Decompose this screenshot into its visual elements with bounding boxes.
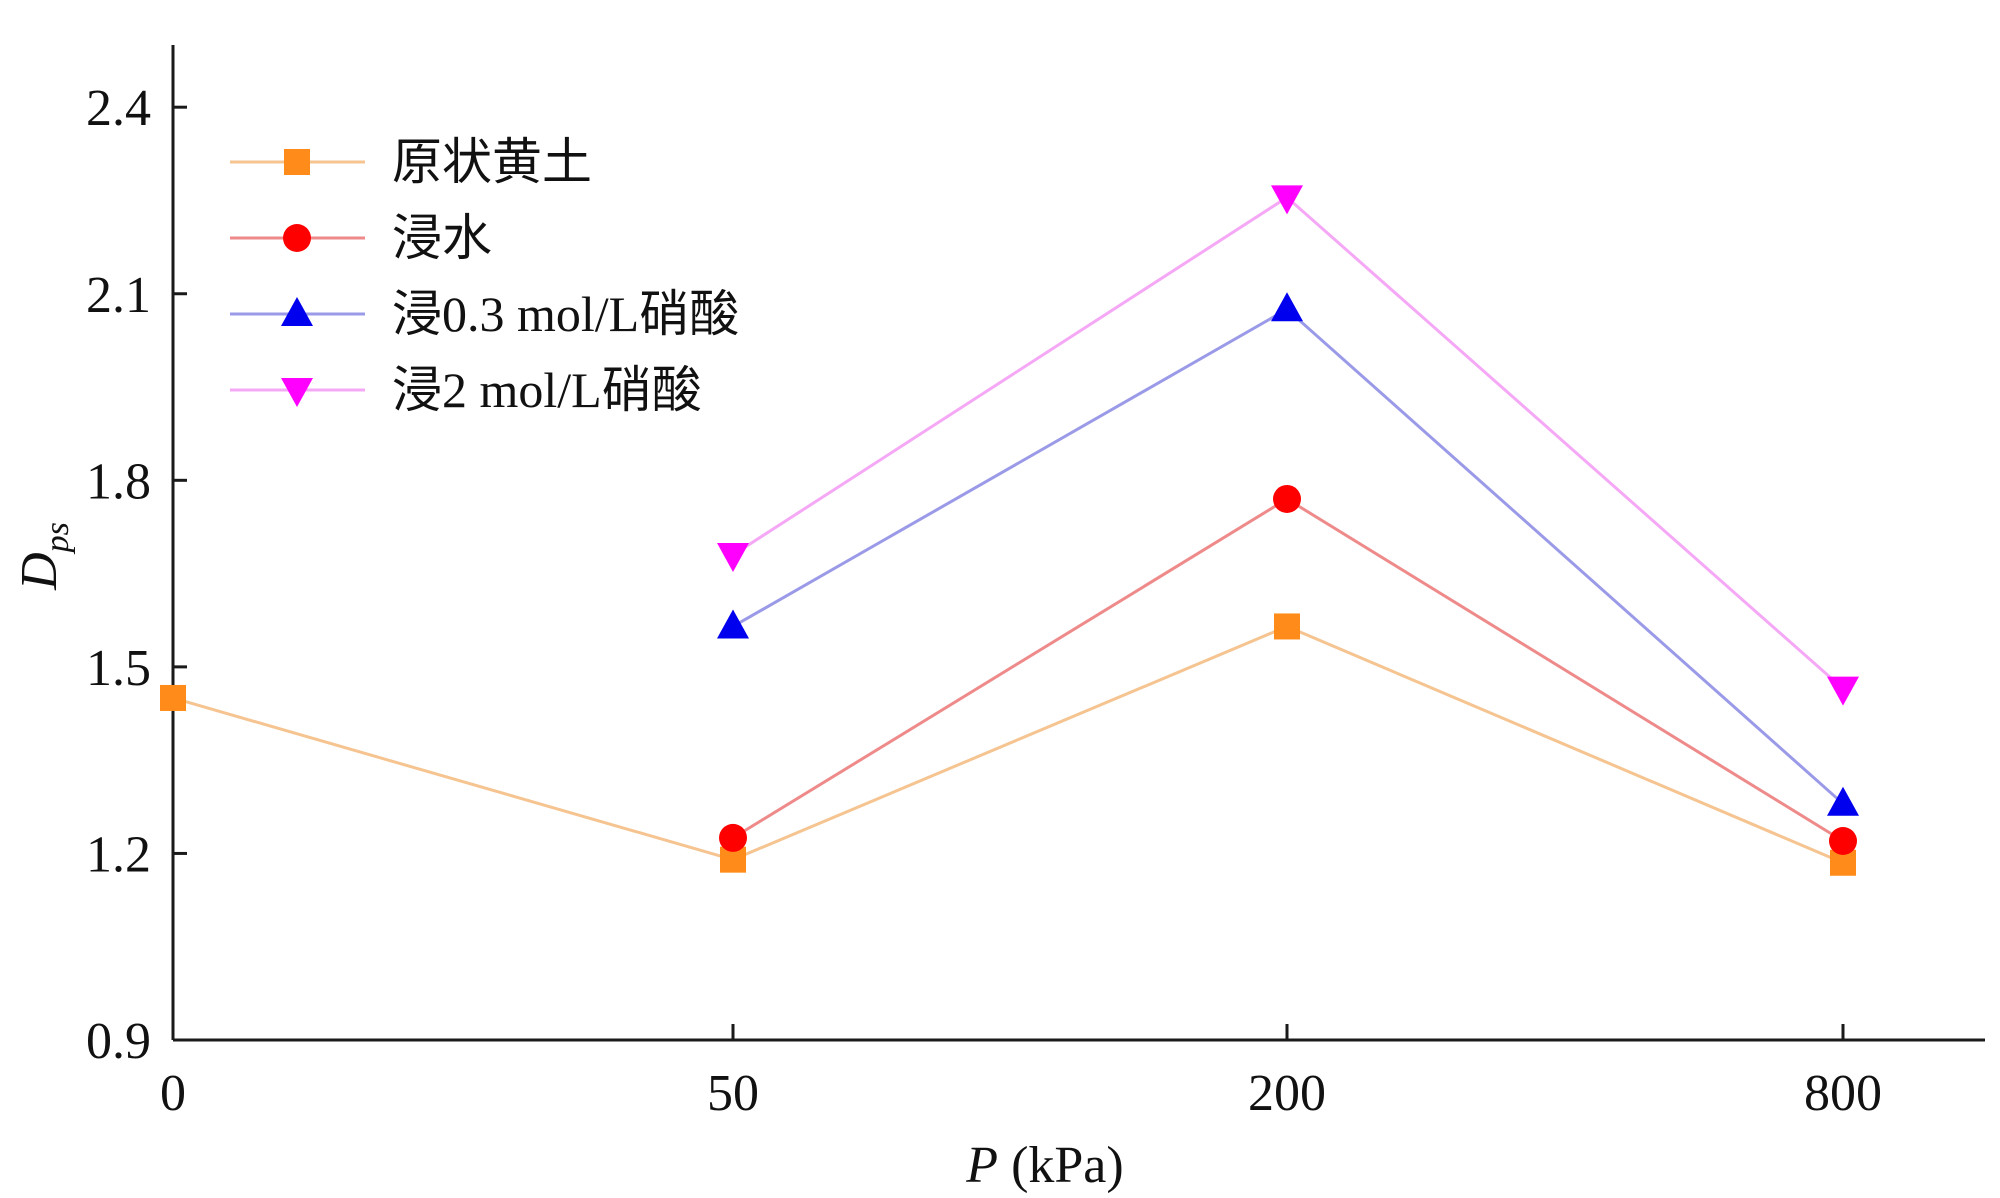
y-tick-label: 1.5	[86, 640, 151, 697]
x-ticks: 0 50 200 800	[160, 1024, 1882, 1122]
legend-label: 浸0.3 mol/L硝酸	[392, 286, 739, 342]
legend-item: 原状黄土	[230, 134, 592, 190]
data-point	[160, 684, 186, 711]
data-point	[1273, 484, 1301, 513]
legend-label: 原状黄土	[392, 134, 592, 190]
y-tick-label: 2.4	[86, 80, 151, 137]
y-axis-title-sub: ps	[39, 522, 76, 554]
axes	[171, 45, 1985, 1042]
data-point	[1271, 292, 1303, 322]
x-tick-label: 800	[1804, 1065, 1882, 1122]
series-3	[717, 292, 1859, 816]
legend-label: 浸2 mol/L硝酸	[392, 362, 702, 418]
data-point	[1271, 185, 1303, 215]
series-4	[717, 185, 1859, 706]
data-point	[1829, 827, 1857, 855]
legend-marker	[281, 378, 313, 407]
y-tick-label: 1.2	[86, 826, 151, 883]
series-layer	[160, 185, 1859, 876]
x-tick-label: 0	[160, 1065, 186, 1122]
y-axis-title-main: D	[11, 552, 68, 591]
x-tick-label: 50	[707, 1065, 759, 1122]
series-line	[172, 624, 1844, 865]
y-ticks: 0.9 1.2 1.5 1.8 2.1 2.4	[86, 80, 187, 1070]
y-tick-label: 0.9	[86, 1013, 151, 1070]
legend-marker	[281, 297, 313, 326]
series-2	[719, 484, 1857, 855]
legend-label: 浸水	[392, 210, 492, 266]
y-tick-label: 1.8	[86, 453, 151, 510]
series-1	[160, 613, 1856, 876]
legend-marker	[284, 149, 310, 175]
y-axis-title: Dps	[11, 522, 76, 591]
legend-item: 浸0.3 mol/L硝酸	[230, 286, 739, 342]
legend-marker	[283, 224, 311, 252]
x-axis-title: P (kPa)	[965, 1137, 1123, 1194]
legend-item: 浸水	[230, 210, 492, 266]
data-point	[1827, 676, 1859, 706]
data-point	[717, 609, 749, 639]
data-point	[1827, 786, 1859, 816]
legend-item: 浸2 mol/L硝酸	[230, 362, 702, 418]
data-point	[717, 542, 749, 572]
data-point	[719, 823, 747, 852]
x-tick-label: 200	[1248, 1065, 1326, 1122]
x-axis-title-var: P	[965, 1137, 998, 1194]
data-point	[1274, 613, 1300, 640]
x-axis-title-unit: (kPa)	[998, 1137, 1124, 1194]
y-tick-label: 2.1	[86, 267, 151, 324]
series-line	[732, 307, 1844, 805]
